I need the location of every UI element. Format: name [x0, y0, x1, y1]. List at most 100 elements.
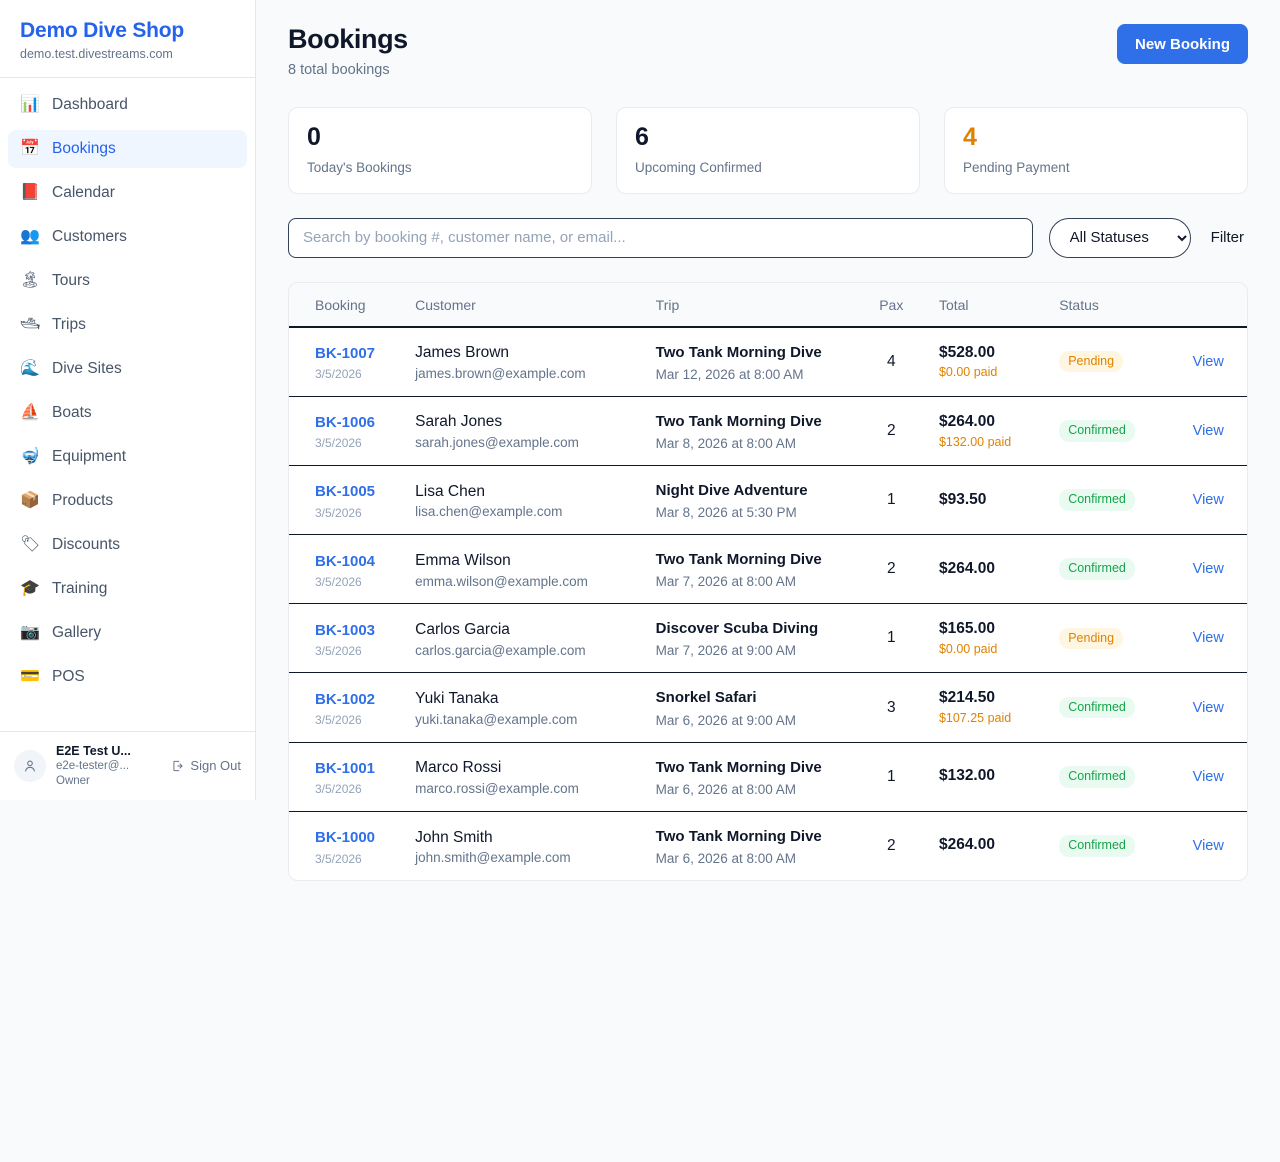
view-link[interactable]: View [1192, 768, 1224, 785]
island-icon: 🏝 [20, 272, 41, 290]
view-link[interactable]: View [1192, 561, 1224, 578]
booking-link[interactable]: BK-1006 [315, 414, 376, 432]
cell-status: Confirmed [1047, 465, 1170, 536]
sidebar-item-equipment[interactable]: 🤿 Equipment [8, 438, 247, 476]
sidebar-item-label: Calendar [52, 184, 115, 202]
sidebar: Demo Dive Shop demo.test.divestreams.com… [0, 0, 256, 800]
sidebar-item-calendar[interactable]: 📕 Calendar [8, 174, 247, 212]
view-link[interactable]: View [1192, 837, 1224, 854]
sidebar-item-label: Dive Sites [52, 360, 122, 378]
status-filter-select[interactable]: All Statuses [1048, 217, 1191, 258]
user-footer: E2E Test U... e2e-tester@... Owner Sign … [0, 730, 255, 800]
total-paid: $0.00 paid [938, 642, 998, 657]
sidebar-item-customers[interactable]: 👥 Customers [8, 218, 247, 256]
user-name: E2E Test U... [56, 743, 131, 758]
cell-customer: Sarah Jones sarah.jones@example.com [403, 396, 644, 466]
sidebar-item-boats[interactable]: ⛵ Boats [8, 394, 247, 432]
total-amount: $93.50 [938, 490, 987, 508]
cell-booking: BK-1004 3/5/2026 [289, 534, 404, 605]
sidebar-item-label: Trips [52, 316, 86, 334]
total-paid: $0.00 paid [938, 365, 998, 380]
cell-customer: Lisa Chen lisa.chen@example.com [403, 465, 644, 536]
booking-link[interactable]: BK-1002 [315, 690, 376, 708]
people-icon: 👥 [20, 228, 40, 246]
column-header-booking: Booking [289, 282, 404, 328]
customer-name: John Smith [415, 828, 493, 846]
cell-status: Confirmed [1047, 396, 1170, 466]
booking-link[interactable]: BK-1000 [315, 829, 376, 847]
bar-chart-icon: 📊 [20, 96, 40, 114]
booking-link[interactable]: BK-1003 [315, 621, 376, 639]
sidebar-item-pos[interactable]: 💳 POS [8, 658, 247, 696]
sign-out-button[interactable]: Sign Out [171, 758, 241, 773]
stats-row: 0 Today's Bookings 6 Upcoming Confirmed 4 Pen… [288, 107, 1248, 194]
cell-booking: BK-1007 3/5/2026 [289, 326, 404, 397]
view-link[interactable]: View [1192, 353, 1224, 370]
sidebar-item-discounts[interactable]: 🏷 Discounts [8, 526, 247, 564]
customer-email: marco.rossi@example.com [415, 781, 579, 797]
filter-button[interactable]: Filter [1207, 229, 1248, 246]
cell-status: Confirmed [1047, 672, 1170, 743]
total-amount: $132.00 [938, 767, 995, 785]
diving-mask-icon: 🤿 [20, 448, 40, 466]
view-link[interactable]: View [1192, 422, 1224, 439]
view-link[interactable]: View [1192, 699, 1224, 716]
cell-customer: Yuki Tanaka yuki.tanaka@example.com [403, 672, 644, 743]
pax-value: 2 [886, 560, 896, 578]
table-row: BK-1006 3/5/2026 Sarah Jones sarah.jones@ex… [289, 396, 1247, 466]
booking-link[interactable]: BK-1007 [315, 344, 376, 362]
view-link[interactable]: View [1192, 630, 1224, 647]
motorboat-icon: 🛥 [20, 316, 41, 334]
sign-out-label: Sign Out [190, 758, 241, 774]
sidebar-item-trips[interactable]: 🛥 Trips [8, 306, 247, 344]
wave-icon: 🌊 [20, 360, 40, 378]
booking-link[interactable]: BK-1004 [315, 552, 376, 570]
customer-email: john.smith@example.com [415, 850, 571, 866]
table-row: BK-1002 3/5/2026 Yuki Tanaka yuki.tanaka@ex… [289, 672, 1247, 743]
sidebar-item-label: Tours [52, 272, 90, 290]
sidebar-item-dive-sites[interactable]: 🌊 Dive Sites [8, 350, 247, 388]
cell-total: $528.00 $0.00 paid [926, 326, 1048, 397]
cell-action: View [1169, 465, 1247, 536]
booking-link[interactable]: BK-1005 [315, 483, 376, 501]
sidebar-item-training[interactable]: 🎓 Training [8, 570, 247, 608]
cell-status: Pending [1047, 603, 1170, 674]
page-header-text: Bookings 8 total bookings [288, 24, 408, 78]
total-amount: $264.00 [938, 836, 995, 854]
search-input[interactable] [288, 217, 1033, 258]
booking-date: 3/5/2026 [315, 782, 362, 797]
cell-booking: BK-1000 3/5/2026 [289, 811, 403, 880]
cell-pax: 3 [855, 672, 927, 743]
booking-link[interactable]: BK-1001 [315, 760, 376, 778]
cell-pax: 1 [855, 603, 927, 674]
booking-date: 3/5/2026 [315, 436, 362, 451]
cell-trip: Discover Scuba Diving Mar 7, 2026 at 9:00… [643, 603, 856, 674]
new-booking-button[interactable]: New Booking [1116, 24, 1248, 64]
cell-total: $264.00 [926, 534, 1048, 605]
sidebar-item-label: Discounts [52, 536, 121, 554]
stat-label: Pending Payment [963, 159, 1070, 175]
sidebar-item-gallery[interactable]: 📷 Gallery [8, 614, 247, 652]
cell-action: View [1169, 534, 1247, 605]
customer-name: Sarah Jones [415, 413, 503, 431]
pax-value: 1 [886, 490, 896, 508]
cell-status: Pending [1047, 326, 1170, 397]
sidebar-item-dashboard[interactable]: 📊 Dashboard [8, 86, 247, 124]
package-icon: 📦 [20, 492, 40, 510]
sidebar-item-tours[interactable]: 🏝 Tours [8, 262, 247, 300]
logout-icon [173, 760, 184, 771]
pax-value: 3 [886, 698, 896, 716]
trip-date: Mar 8, 2026 at 5:30 PM [655, 505, 797, 521]
trip-date: Mar 6, 2026 at 9:00 AM [655, 712, 796, 728]
cell-action: View [1170, 811, 1248, 880]
stat-card: 6 Upcoming Confirmed [616, 107, 920, 194]
sidebar-item-products[interactable]: 📦 Products [8, 482, 247, 520]
table-header-row: Booking Customer Trip Pax Total Status [289, 282, 1247, 328]
page-header: Bookings 8 total bookings New Booking [288, 24, 1248, 78]
sidebar-item-bookings[interactable]: 📅 Bookings [8, 130, 247, 169]
cell-action: View [1169, 396, 1247, 466]
view-link[interactable]: View [1192, 491, 1224, 508]
status-badge: Confirmed [1059, 835, 1135, 857]
cell-customer: Marco Rossi marco.rossi@example.com [403, 742, 644, 812]
